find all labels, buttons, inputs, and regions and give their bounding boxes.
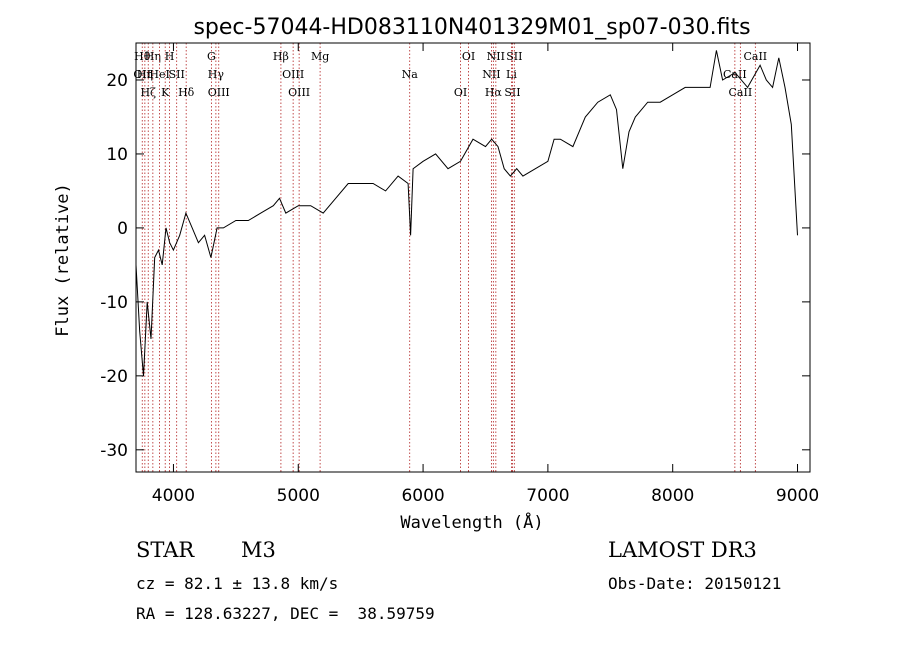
line-label: CaII	[743, 50, 767, 63]
x-tick-label: 7000	[526, 486, 569, 506]
line-label: NII	[482, 68, 500, 81]
line-label: SII	[506, 50, 522, 63]
line-label: OIII	[208, 86, 230, 99]
line-label: Hη	[145, 50, 161, 63]
line-label: Hβ	[273, 50, 289, 63]
line-label: H	[165, 50, 175, 63]
x-tick-label: 5000	[277, 486, 320, 506]
line-label: Na	[402, 68, 419, 81]
y-axis-ticks: -30 -20 -10 0 10 20	[100, 71, 810, 461]
redshift-value: cz = 82.1 ± 13.8 km/s	[136, 574, 339, 593]
line-label: Mg	[311, 50, 329, 63]
y-axis-label: Flux (relative)	[53, 183, 73, 337]
line-label: OIII	[282, 68, 304, 81]
line-label: OI	[462, 50, 475, 63]
object-subclass: M3	[241, 538, 276, 562]
line-label: Hη	[137, 68, 153, 81]
line-label: NII	[487, 50, 505, 63]
line-label: CaII	[723, 68, 747, 81]
line-label: SII	[169, 68, 185, 81]
coordinates: RA = 128.63227, DEC = 38.59759	[136, 604, 435, 623]
line-label: Li	[506, 68, 517, 81]
emission-line-markers: HθOIIHηHζHηHeIKHSIIHδGHγOIIIHβOIIIOIIIMg…	[133, 43, 767, 472]
line-label: OIII	[288, 86, 310, 99]
x-tick-label: 4000	[152, 486, 195, 506]
line-label: HeI	[149, 68, 169, 81]
x-axis-label: Wavelength (Å)	[400, 511, 543, 533]
line-label: Hζ	[140, 86, 156, 99]
y-tick-label: -30	[100, 441, 128, 461]
x-tick-label: 9000	[776, 486, 819, 506]
line-label: Hγ	[208, 68, 225, 81]
x-axis-ticks: 4000 5000 6000 7000 8000 9000	[152, 43, 819, 506]
line-label: Hθ	[134, 50, 151, 63]
x-tick-label: 6000	[401, 486, 444, 506]
y-tick-label: 10	[106, 145, 128, 165]
line-label: G	[207, 50, 216, 63]
line-label: OII	[133, 68, 151, 81]
spectrum-line	[135, 50, 798, 376]
y-tick-label: 0	[117, 219, 128, 239]
line-label: OI	[454, 86, 467, 99]
line-label: Hδ	[178, 86, 195, 99]
line-label: K	[161, 86, 170, 99]
line-label: CaII	[729, 86, 753, 99]
object-class: STAR	[136, 538, 195, 562]
survey-name: LAMOST DR3	[608, 538, 757, 562]
line-label: SII	[504, 86, 520, 99]
plot-frame	[135, 42, 811, 473]
x-tick-label: 8000	[651, 486, 694, 506]
observation-date: Obs-Date: 20150121	[608, 574, 782, 593]
y-tick-label: -10	[100, 293, 128, 313]
line-label: Hα	[485, 86, 503, 99]
y-tick-label: 20	[106, 71, 128, 91]
y-tick-label: -20	[100, 367, 128, 387]
chart-title: spec-57044-HD083110N401329M01_sp07-030.f…	[193, 15, 750, 40]
